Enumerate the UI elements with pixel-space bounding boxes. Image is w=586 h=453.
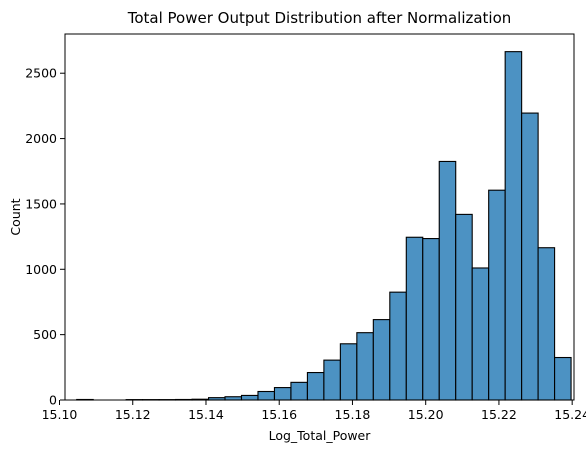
histogram-bar-15	[323, 359, 341, 401]
y-tick-label-0: 0	[49, 393, 57, 408]
x-tick-label-1: 15.12	[115, 407, 151, 422]
histogram-bar-16	[339, 343, 358, 401]
histogram-bar-17	[356, 332, 374, 401]
histogram-bar-12	[273, 387, 292, 401]
x-tick-label-3: 15.16	[261, 407, 297, 422]
histogram-bar-11	[257, 390, 276, 401]
x-axis-title: Log_Total_Power	[269, 428, 372, 443]
y-tick-label-5: 2500	[25, 66, 57, 81]
x-axis-ticks: 15.10 15.12 15.14 15.16 15.18 15.20 15.22 15.24	[42, 400, 586, 422]
histogram-bar-23	[455, 213, 473, 401]
histogram-bar-27	[521, 112, 539, 401]
histogram-bar-14	[306, 371, 325, 401]
y-tick-label-2: 1000	[25, 262, 57, 277]
y-axis-ticks: 0 500 1000 1500 2000 2500	[25, 66, 65, 408]
histogram-bar-21	[422, 238, 440, 401]
y-tick-label-1: 500	[33, 327, 57, 342]
histogram-bar-10	[240, 394, 259, 401]
histogram-bar-24	[471, 267, 490, 401]
x-tick-label-0: 15.10	[42, 407, 78, 422]
histogram-bar-13	[290, 381, 308, 401]
chart-title: Total Power Output Distribution after No…	[127, 9, 512, 27]
histogram-bar-26	[504, 51, 523, 401]
x-tick-label-7: 15.24	[554, 407, 586, 422]
plot-frame	[64, 33, 575, 401]
y-tick-label-4: 2000	[25, 131, 57, 146]
axes-frame	[64, 33, 575, 401]
histogram-bar-19	[389, 291, 407, 401]
histogram-bar-22	[438, 160, 457, 401]
histogram-bar-20	[405, 236, 424, 401]
bars-layer	[76, 51, 572, 401]
histogram-bar-28	[537, 247, 556, 401]
y-axis-title: Count	[8, 198, 23, 235]
y-tick-label-3: 1500	[25, 196, 57, 211]
x-tick-label-4: 15.18	[335, 407, 371, 422]
histogram-bar-29	[554, 356, 572, 401]
x-tick-label-2: 15.14	[188, 407, 224, 422]
histogram-bar-25	[488, 189, 506, 401]
histogram-bar-18	[372, 319, 391, 401]
x-tick-label-5: 15.20	[408, 407, 444, 422]
x-tick-label-6: 15.22	[481, 407, 517, 422]
